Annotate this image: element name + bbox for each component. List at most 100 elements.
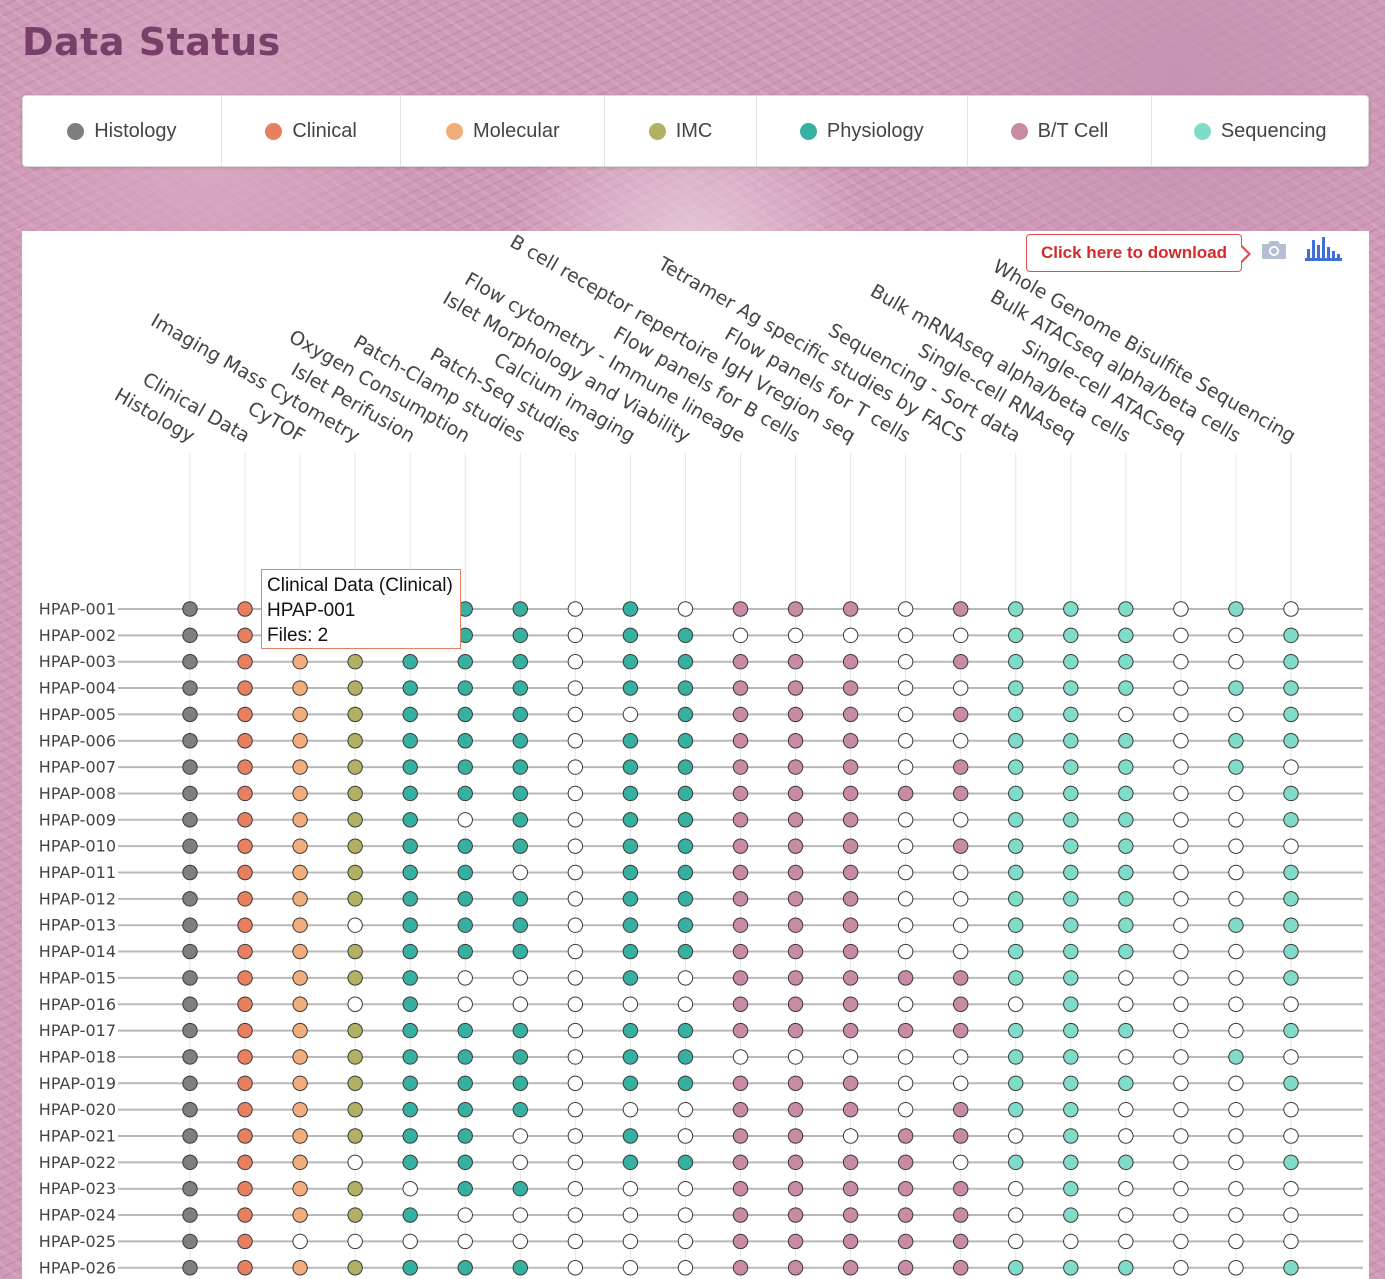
status-marker[interactable] — [953, 1181, 969, 1197]
status-marker[interactable] — [1063, 1049, 1079, 1065]
status-marker[interactable] — [677, 601, 694, 617]
status-marker[interactable] — [1283, 680, 1299, 696]
status-marker[interactable] — [1283, 943, 1299, 960]
status-marker[interactable] — [842, 1233, 859, 1250]
status-marker[interactable] — [1118, 812, 1134, 828]
status-marker[interactable] — [897, 733, 914, 749]
status-marker[interactable] — [1008, 943, 1024, 960]
status-marker[interactable] — [402, 733, 418, 749]
status-marker[interactable] — [182, 1181, 198, 1197]
status-marker[interactable] — [953, 1154, 969, 1171]
status-marker[interactable] — [512, 785, 528, 802]
status-marker[interactable] — [1283, 1022, 1299, 1039]
status-marker[interactable] — [1118, 601, 1134, 617]
status-marker[interactable] — [1008, 1049, 1024, 1065]
camera-icon[interactable] — [1260, 238, 1288, 267]
status-marker[interactable] — [787, 891, 804, 907]
status-marker[interactable] — [1173, 1128, 1189, 1144]
status-marker[interactable] — [237, 680, 253, 696]
status-marker[interactable] — [953, 917, 969, 933]
status-marker[interactable] — [1118, 759, 1134, 775]
status-marker[interactable] — [1063, 1101, 1079, 1118]
status-marker[interactable] — [1228, 970, 1244, 986]
status-marker[interactable] — [182, 917, 198, 933]
status-marker[interactable] — [1008, 917, 1024, 933]
status-marker[interactable] — [842, 1075, 859, 1092]
status-marker[interactable] — [953, 654, 969, 670]
status-marker[interactable] — [237, 1154, 253, 1171]
status-marker[interactable] — [787, 1207, 804, 1223]
status-marker[interactable] — [787, 785, 804, 802]
status-marker[interactable] — [512, 654, 528, 670]
status-marker[interactable] — [732, 1207, 749, 1223]
status-marker[interactable] — [567, 706, 584, 723]
status-marker[interactable] — [457, 996, 473, 1012]
status-marker[interactable] — [953, 812, 969, 828]
legend-item-clinical[interactable]: Clinical — [222, 96, 402, 166]
status-marker[interactable] — [1008, 838, 1024, 854]
status-marker[interactable] — [1063, 1128, 1079, 1144]
status-marker[interactable] — [1173, 1049, 1189, 1065]
status-marker[interactable] — [1008, 627, 1024, 644]
status-marker[interactable] — [1118, 680, 1134, 696]
status-marker[interactable] — [512, 759, 528, 775]
status-marker[interactable] — [842, 812, 859, 828]
status-marker[interactable] — [237, 1207, 253, 1223]
status-marker[interactable] — [897, 812, 914, 828]
status-marker[interactable] — [677, 759, 694, 775]
status-marker[interactable] — [1283, 706, 1299, 723]
status-marker[interactable] — [1173, 970, 1189, 986]
download-button[interactable]: Click here to download — [1026, 234, 1251, 272]
status-marker[interactable] — [622, 785, 639, 802]
status-marker[interactable] — [182, 943, 198, 960]
status-marker[interactable] — [622, 1260, 639, 1276]
status-marker[interactable] — [512, 996, 528, 1012]
status-marker[interactable] — [1063, 1154, 1079, 1171]
status-marker[interactable] — [677, 733, 694, 749]
status-marker[interactable] — [1283, 1233, 1299, 1250]
status-marker[interactable] — [402, 1128, 418, 1144]
status-marker[interactable] — [1118, 1075, 1134, 1092]
status-marker[interactable] — [237, 1233, 253, 1250]
status-marker[interactable] — [182, 706, 198, 723]
status-marker[interactable] — [787, 1022, 804, 1039]
status-marker[interactable] — [953, 1128, 969, 1144]
status-marker[interactable] — [953, 996, 969, 1012]
status-marker[interactable] — [787, 1049, 804, 1065]
status-marker[interactable] — [237, 1128, 253, 1144]
status-marker[interactable] — [1228, 680, 1244, 696]
status-marker[interactable] — [897, 970, 914, 986]
status-marker[interactable] — [732, 1022, 749, 1039]
status-marker[interactable] — [1173, 996, 1189, 1012]
status-marker[interactable] — [567, 996, 584, 1012]
status-marker[interactable] — [402, 759, 418, 775]
status-marker[interactable] — [732, 1101, 749, 1118]
status-marker[interactable] — [237, 838, 253, 854]
status-marker[interactable] — [402, 785, 418, 802]
status-marker[interactable] — [1008, 864, 1024, 881]
status-marker[interactable] — [1008, 1207, 1024, 1223]
status-marker[interactable] — [1283, 1128, 1299, 1144]
status-marker[interactable] — [677, 680, 694, 696]
status-marker[interactable] — [953, 733, 969, 749]
status-marker[interactable] — [512, 733, 528, 749]
status-marker[interactable] — [182, 1075, 198, 1092]
status-marker[interactable] — [457, 1101, 473, 1118]
status-marker[interactable] — [182, 1260, 198, 1276]
status-marker[interactable] — [842, 1260, 859, 1276]
status-marker[interactable] — [1063, 601, 1079, 617]
status-marker[interactable] — [787, 1233, 804, 1250]
status-marker[interactable] — [787, 1128, 804, 1144]
status-marker[interactable] — [402, 943, 418, 960]
status-marker[interactable] — [732, 970, 749, 986]
status-marker[interactable] — [237, 891, 253, 907]
status-marker[interactable] — [512, 1181, 528, 1197]
status-marker[interactable] — [787, 733, 804, 749]
status-marker[interactable] — [512, 601, 528, 617]
status-marker[interactable] — [1228, 996, 1244, 1012]
status-marker[interactable] — [457, 1233, 473, 1250]
status-marker[interactable] — [292, 970, 308, 986]
status-marker[interactable] — [677, 627, 694, 644]
status-marker[interactable] — [1173, 627, 1189, 644]
status-marker[interactable] — [347, 785, 363, 802]
